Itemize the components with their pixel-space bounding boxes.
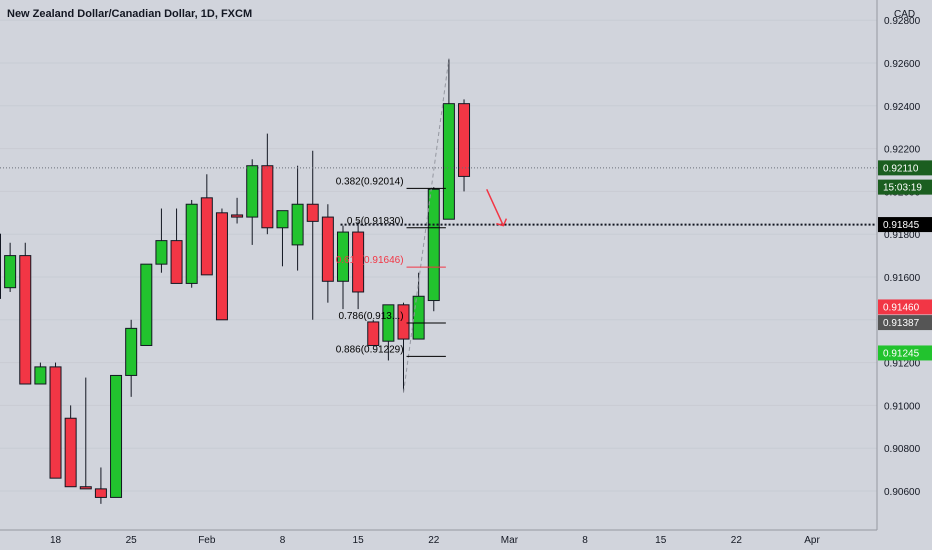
price-tick-label: 0.92200 [884, 145, 921, 156]
price-label-text: 0.91460 [883, 302, 920, 313]
candles-layer [0, 58, 471, 504]
candle-body [306, 203, 319, 222]
candle-body [231, 214, 244, 218]
fibonacci-retracement[interactable]: -0.272(0.93033)0.382(0.92014)0.5(0.91830… [332, 0, 450, 393]
candle-body [110, 374, 123, 498]
price-label-box [878, 299, 932, 315]
price-label-text: 0.91245 [883, 348, 920, 359]
time-tick-label: 15 [353, 535, 365, 546]
candle-body [352, 231, 365, 293]
time-tick-label: Mar [501, 535, 519, 546]
sell-arrow-icon [486, 188, 505, 226]
price-label-box [878, 315, 932, 331]
fib-level-label: 0.5(0.91830) [347, 216, 404, 227]
price-tick-label: 0.92600 [884, 59, 921, 70]
candle-body [367, 321, 380, 346]
candle-body [397, 304, 410, 340]
fib-trend-line [403, 58, 450, 393]
candle-body [49, 366, 62, 479]
candle-body [261, 165, 274, 229]
annotations-layer [0, 167, 877, 227]
price-tick-label: 0.91800 [884, 230, 921, 241]
time-tick-label: 8 [280, 535, 286, 546]
price-label-box [878, 160, 932, 176]
candle-body [321, 216, 334, 282]
candle-body [0, 233, 1, 299]
candle-body [4, 255, 17, 289]
price-label-box [878, 217, 932, 233]
candle-body [215, 212, 228, 321]
time-tick-label: Apr [804, 535, 820, 546]
price-tick-label: 0.90600 [884, 487, 921, 498]
time-tick-label: 22 [428, 535, 440, 546]
currency-label: CAD [894, 9, 915, 20]
price-label-box [878, 345, 932, 361]
price-labels: 0.92110 15:03:19 0.91845 0.91460 0.91387 0.91… [878, 160, 932, 361]
chart-title: New Zealand Dollar/Canadian Dollar, 1D, … [7, 8, 252, 20]
price-tick-label: 0.91600 [884, 273, 921, 284]
candle-body [170, 240, 183, 284]
price-tick-label: 0.92400 [884, 102, 921, 113]
price-label-text: 0.91845 [883, 220, 920, 231]
price-tick-label: 0.91000 [884, 401, 921, 412]
fib-level-label: 0.382(0.92014) [336, 176, 404, 187]
candle-body [382, 304, 395, 342]
candle-body [427, 188, 440, 302]
candle-body [276, 210, 289, 229]
price-label-box [878, 179, 932, 195]
time-axis[interactable]: 18 25 Feb 8 15 22 Mar 8 15 22 Apr [50, 535, 821, 546]
candle-body [246, 165, 259, 218]
time-tick-label: 18 [50, 535, 62, 546]
candle-body [34, 366, 47, 385]
candle-body [336, 231, 349, 282]
time-tick-label: 25 [126, 535, 138, 546]
price-label-text: 0.91387 [883, 318, 920, 329]
candle-body [64, 417, 77, 488]
sell-arrow-head-icon [496, 218, 508, 227]
price-tick-label: 0.91200 [884, 359, 921, 370]
price-tick-label: 0.92800 [884, 16, 921, 27]
time-tick-label: 8 [582, 535, 588, 546]
price-label-text: 15:03:19 [883, 183, 922, 194]
time-tick-label: 22 [731, 535, 743, 546]
candle-body [458, 103, 471, 177]
candle-body [155, 240, 168, 265]
candle-body [200, 197, 213, 276]
fib-level-label: 0.886(0.91229) [336, 344, 404, 355]
candle-body [291, 203, 304, 246]
fib-level-label: 0.786(0.913...) [338, 311, 403, 322]
candle-body [442, 103, 455, 220]
candle-body [19, 255, 32, 385]
candle-body [94, 488, 107, 498]
time-tick-label: 15 [655, 535, 667, 546]
candle-body [79, 486, 92, 490]
price-tick-label: 0.90800 [884, 444, 921, 455]
candle-body [140, 263, 153, 346]
candle-body [412, 295, 425, 340]
candle-body [125, 327, 138, 376]
candle-body [185, 203, 198, 284]
fib-level-label: 0.618(0.91646) [336, 255, 404, 266]
price-label-text: 0.92110 [883, 163, 919, 174]
time-tick-label: Feb [198, 535, 216, 546]
